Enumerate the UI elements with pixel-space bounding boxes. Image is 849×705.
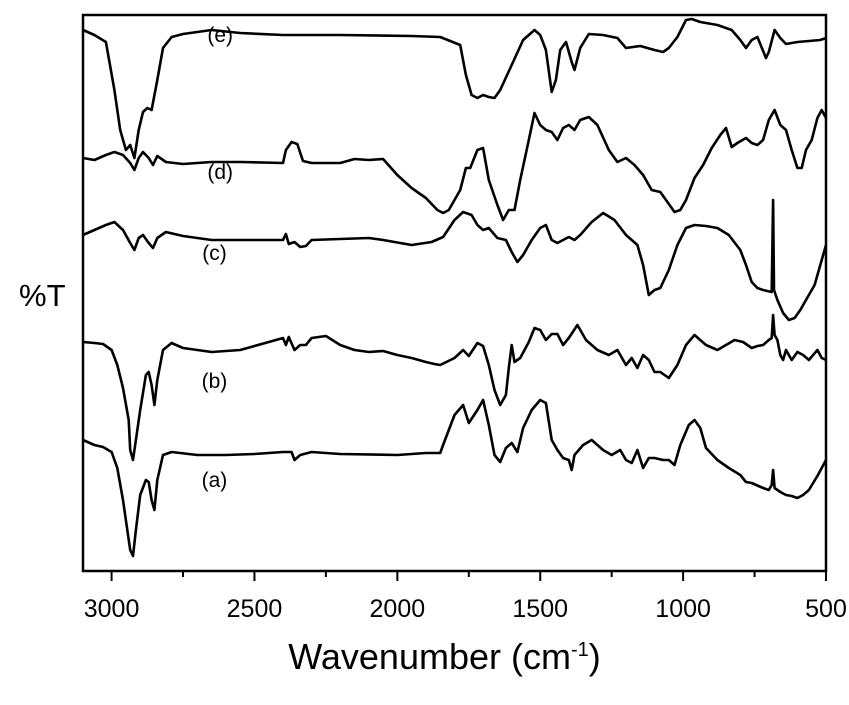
curve-label: (c) bbox=[202, 242, 227, 265]
spectrum-curve bbox=[82, 17, 827, 160]
x-tick-label: 500 bbox=[805, 595, 847, 623]
spectrum-curve bbox=[82, 313, 827, 462]
curve-label: (b) bbox=[201, 370, 228, 393]
curve-label: (d) bbox=[207, 161, 233, 184]
x-tick-label: 2500 bbox=[226, 595, 283, 623]
spectrum-curve bbox=[82, 198, 828, 322]
y-axis-label: %T bbox=[19, 278, 66, 313]
x-axis-ticks bbox=[110, 571, 827, 581]
x-tick-label: 1500 bbox=[512, 595, 569, 623]
spectra-curves bbox=[82, 17, 828, 558]
x-tick-label: 1000 bbox=[655, 595, 711, 623]
x-axis-label-close: ) bbox=[588, 636, 601, 677]
spectrum-curve bbox=[82, 398, 828, 558]
x-tick-label: 3000 bbox=[83, 595, 140, 623]
spectrum-curve bbox=[82, 108, 828, 222]
x-axis-label: Wavenumber (cm-1) bbox=[0, 636, 849, 678]
x-tick-label: 2000 bbox=[369, 595, 426, 623]
x-axis-label-main: Wavenumber (cm bbox=[288, 636, 571, 677]
plot-frame bbox=[81, 13, 828, 573]
curve-label: (e) bbox=[207, 24, 233, 47]
curve-label: (a) bbox=[201, 469, 228, 492]
x-axis-label-sup: -1 bbox=[570, 639, 589, 661]
